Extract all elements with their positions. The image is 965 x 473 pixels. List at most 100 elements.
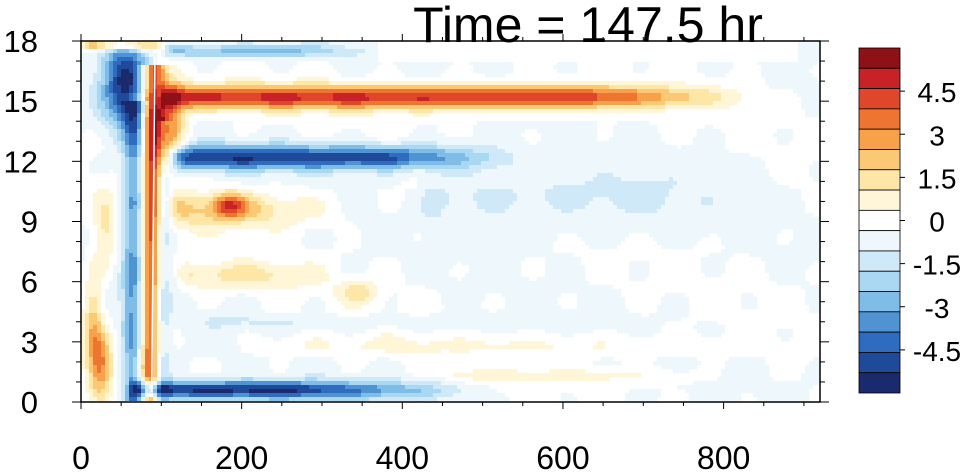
heatmap-cell bbox=[513, 93, 518, 98]
heatmap-cell bbox=[505, 125, 510, 130]
heatmap-cell bbox=[117, 165, 122, 170]
heatmap-cell bbox=[605, 109, 610, 114]
heatmap-cell bbox=[697, 89, 702, 94]
heatmap-cell bbox=[161, 101, 166, 106]
heatmap-cell bbox=[641, 81, 646, 86]
heatmap-cell bbox=[473, 97, 478, 102]
heatmap-cell bbox=[493, 137, 498, 142]
heatmap-cell bbox=[373, 177, 378, 182]
heatmap-cell bbox=[233, 53, 238, 58]
heatmap-cell bbox=[117, 69, 122, 74]
heatmap-cell bbox=[257, 101, 262, 106]
heatmap-cell bbox=[117, 149, 122, 154]
heatmap-cell bbox=[709, 97, 714, 102]
heatmap-cell bbox=[313, 101, 318, 106]
heatmap-cell bbox=[505, 161, 510, 166]
heatmap-cell bbox=[641, 141, 646, 146]
heatmap-cell bbox=[577, 153, 582, 158]
heatmap-cell bbox=[353, 93, 358, 98]
heatmap-cell bbox=[557, 69, 562, 74]
heatmap-cell bbox=[101, 157, 106, 162]
heatmap-cell bbox=[225, 101, 230, 106]
heatmap-cell bbox=[169, 105, 174, 110]
heatmap-cell bbox=[673, 165, 678, 170]
heatmap-cell bbox=[477, 137, 482, 142]
heatmap-cell bbox=[497, 145, 502, 150]
heatmap-cell bbox=[273, 129, 278, 134]
heatmap-cell bbox=[121, 93, 126, 98]
heatmap-cell bbox=[329, 81, 334, 86]
heatmap-cell bbox=[457, 181, 462, 186]
heatmap-cell bbox=[709, 73, 714, 78]
heatmap-cell bbox=[253, 165, 258, 170]
heatmap-cell bbox=[369, 105, 374, 110]
heatmap-cell bbox=[237, 89, 242, 94]
heatmap-cell bbox=[293, 169, 298, 174]
heatmap-cell bbox=[249, 181, 254, 186]
heatmap-cell bbox=[457, 97, 462, 102]
heatmap-cell bbox=[205, 41, 210, 46]
heatmap-cell bbox=[709, 61, 714, 66]
heatmap-cell bbox=[365, 65, 370, 70]
heatmap-cell bbox=[797, 85, 802, 90]
heatmap-cell bbox=[333, 137, 338, 142]
heatmap-cell bbox=[761, 61, 766, 66]
heatmap-cell bbox=[277, 53, 282, 58]
heatmap-cell bbox=[97, 189, 102, 194]
heatmap-cell bbox=[129, 137, 134, 142]
heatmap-cell bbox=[489, 69, 494, 74]
heatmap-cell bbox=[457, 137, 462, 142]
heatmap-cell bbox=[253, 181, 258, 186]
heatmap-cell bbox=[337, 65, 342, 70]
heatmap-cell bbox=[369, 69, 374, 74]
heatmap-cell bbox=[597, 157, 602, 162]
heatmap-cell bbox=[657, 137, 662, 142]
heatmap-cell bbox=[313, 165, 318, 170]
heatmap-cell bbox=[417, 157, 422, 162]
heatmap-cell bbox=[301, 169, 306, 174]
heatmap-cell bbox=[217, 93, 222, 98]
heatmap-cell bbox=[297, 177, 302, 182]
heatmap-cell bbox=[777, 137, 782, 142]
heatmap-cell bbox=[497, 97, 502, 102]
heatmap-cell bbox=[309, 157, 314, 162]
heatmap-cell bbox=[697, 145, 702, 150]
heatmap-cell bbox=[193, 145, 198, 150]
heatmap-cell bbox=[585, 149, 590, 154]
heatmap-cell bbox=[565, 141, 570, 146]
heatmap-cell bbox=[785, 77, 790, 82]
heatmap-cell bbox=[373, 97, 378, 102]
heatmap-cell bbox=[173, 129, 178, 134]
heatmap-cell bbox=[809, 53, 814, 58]
heatmap-cell bbox=[305, 109, 310, 114]
heatmap-cell bbox=[509, 137, 514, 142]
heatmap-cell bbox=[237, 93, 242, 98]
heatmap-cell bbox=[205, 173, 210, 178]
heatmap-cell bbox=[321, 157, 326, 162]
heatmap-cell bbox=[689, 153, 694, 158]
heatmap-cell bbox=[565, 109, 570, 114]
heatmap-cell bbox=[561, 181, 566, 186]
heatmap-cell bbox=[417, 185, 422, 190]
heatmap-cell bbox=[109, 113, 114, 118]
heatmap-cell bbox=[809, 85, 814, 90]
heatmap-cell bbox=[549, 181, 554, 186]
heatmap-cell bbox=[265, 105, 270, 110]
heatmap-cell bbox=[293, 133, 298, 138]
heatmap-cell bbox=[697, 85, 702, 90]
heatmap-cell bbox=[345, 41, 350, 46]
heatmap-cell bbox=[237, 165, 242, 170]
heatmap-cell bbox=[329, 149, 334, 154]
heatmap-cell bbox=[717, 101, 722, 106]
heatmap-cell bbox=[801, 89, 806, 94]
heatmap-cell bbox=[565, 125, 570, 130]
heatmap-cell bbox=[737, 185, 742, 190]
heatmap-cell bbox=[449, 173, 454, 178]
heatmap-cell bbox=[637, 181, 642, 186]
heatmap-cell bbox=[149, 145, 154, 150]
heatmap-cell bbox=[605, 89, 610, 94]
heatmap-cell bbox=[177, 129, 182, 134]
heatmap-cell bbox=[409, 85, 414, 90]
heatmap-cell bbox=[113, 101, 118, 106]
heatmap-cell bbox=[197, 105, 202, 110]
